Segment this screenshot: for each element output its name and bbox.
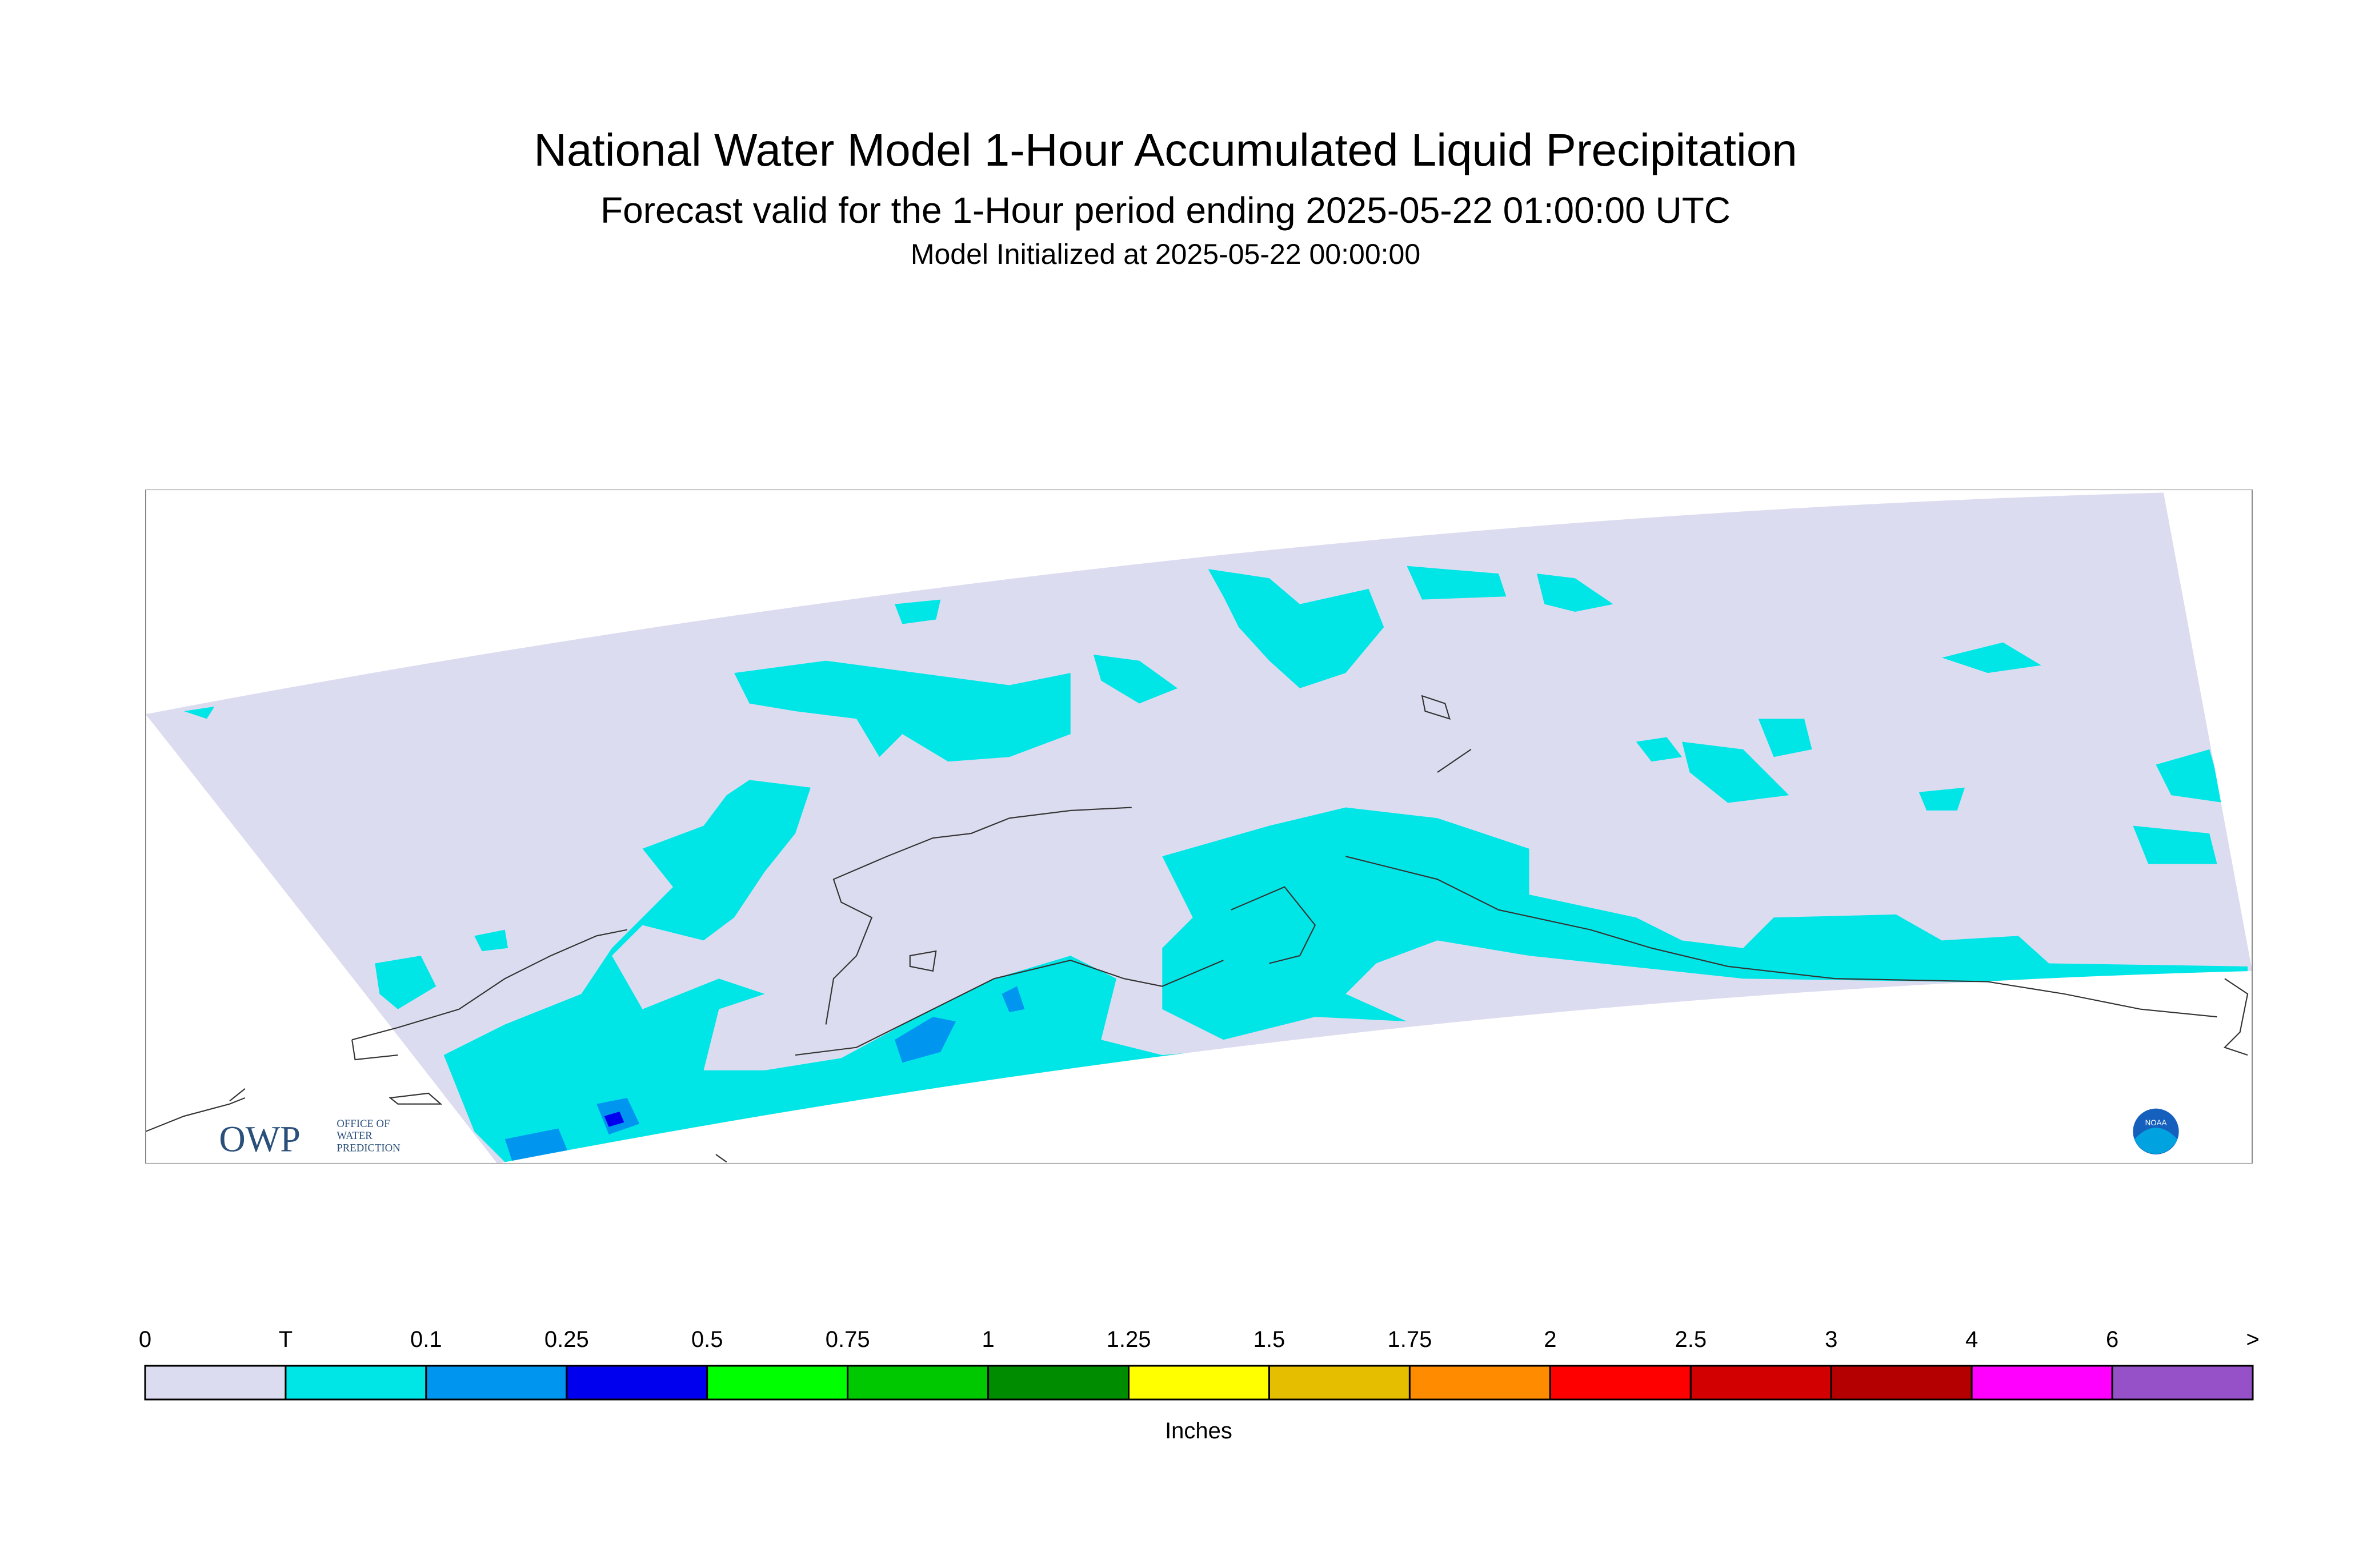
legend-swatch [1830,1365,1973,1401]
legend-label: > [2246,1327,2259,1352]
coastlines [145,695,2249,1163]
legend-swatch [2111,1365,2254,1401]
legend-label: 1.75 [1387,1327,1432,1352]
legend-label: 0.1 [410,1327,442,1352]
map-frame [145,490,2253,1164]
legend-swatch [706,1365,849,1401]
init-time: Model Initialized at 2025-05-22 00:00:00 [911,238,1420,270]
owp-name: OFFICE OF [337,1118,390,1130]
legend-label: 2.5 [1675,1327,1707,1352]
precip-trace [183,566,2248,1162]
legend-swatch [1408,1365,1551,1401]
subtitle: Forecast valid for the 1-Hour period end… [600,190,1731,231]
noaa-logo-wave [2134,1128,2177,1154]
legend-label: 1.25 [1107,1327,1151,1352]
legend-unit: Inches [1165,1418,1232,1443]
model-domain [145,492,2253,1164]
legend-label: 1 [982,1327,994,1352]
owp-name: WATER [337,1130,373,1142]
map: OWP OFFICE OF WATER PREDICTION NOAA [145,490,2253,1164]
legend-swatch [425,1365,568,1401]
legend-label: 2 [1544,1327,1556,1352]
legend-label: 6 [2106,1327,2118,1352]
legend-label: 4 [1965,1327,1978,1352]
legend-label: 3 [1825,1327,1837,1352]
legend-swatch [566,1365,708,1401]
title: National Water Model 1-Hour Accumulated … [534,125,1797,175]
noaa-text: NOAA [2145,1118,2167,1127]
legend-label: 1.5 [1253,1327,1285,1352]
owp-logo: OWP [219,1119,301,1160]
legend-swatch [144,1365,287,1401]
legend-label: T [279,1327,293,1352]
owp-name: PREDICTION [337,1142,400,1154]
legend-swatch [1128,1365,1270,1401]
precip-moderate [604,1112,624,1127]
legend-swatch [285,1365,427,1401]
legend-swatch [987,1365,1130,1401]
legend-swatch [1689,1365,1832,1401]
legend-swatch [847,1365,990,1401]
legend-swatch [1268,1365,1411,1401]
legend-label: 0 [139,1327,151,1352]
legend-label: 0.75 [826,1327,870,1352]
legend-swatch [1971,1365,2113,1401]
legend-label: 0.25 [544,1327,589,1352]
colorbar: 0 T 0.1 0.25 0.5 0.75 1 1.25 1.5 1.75 2 2.5 3 4 6 > [139,1327,2260,1401]
legend-label: 0.5 [691,1327,723,1352]
legend-swatch [1549,1365,1692,1401]
